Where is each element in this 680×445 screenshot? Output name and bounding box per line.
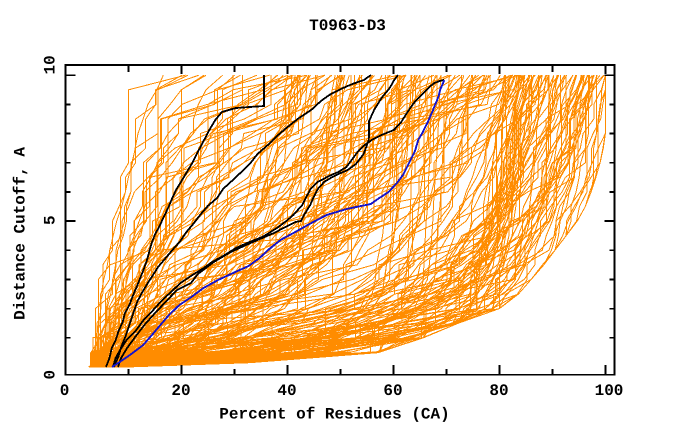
svg-text:20: 20 (171, 382, 190, 400)
svg-text:Percent of Residues (CA): Percent of Residues (CA) (219, 406, 449, 424)
svg-text:40: 40 (277, 382, 296, 400)
svg-text:0: 0 (60, 382, 70, 400)
svg-text:Distance Cutoff, A: Distance Cutoff, A (12, 147, 30, 320)
svg-text:100: 100 (595, 382, 624, 400)
svg-text:10: 10 (42, 55, 60, 74)
svg-text:5: 5 (42, 215, 60, 225)
svg-text:0: 0 (42, 370, 60, 380)
svg-text:80: 80 (489, 382, 508, 400)
svg-text:60: 60 (383, 382, 402, 400)
svg-text:T0963-D3: T0963-D3 (309, 17, 386, 35)
